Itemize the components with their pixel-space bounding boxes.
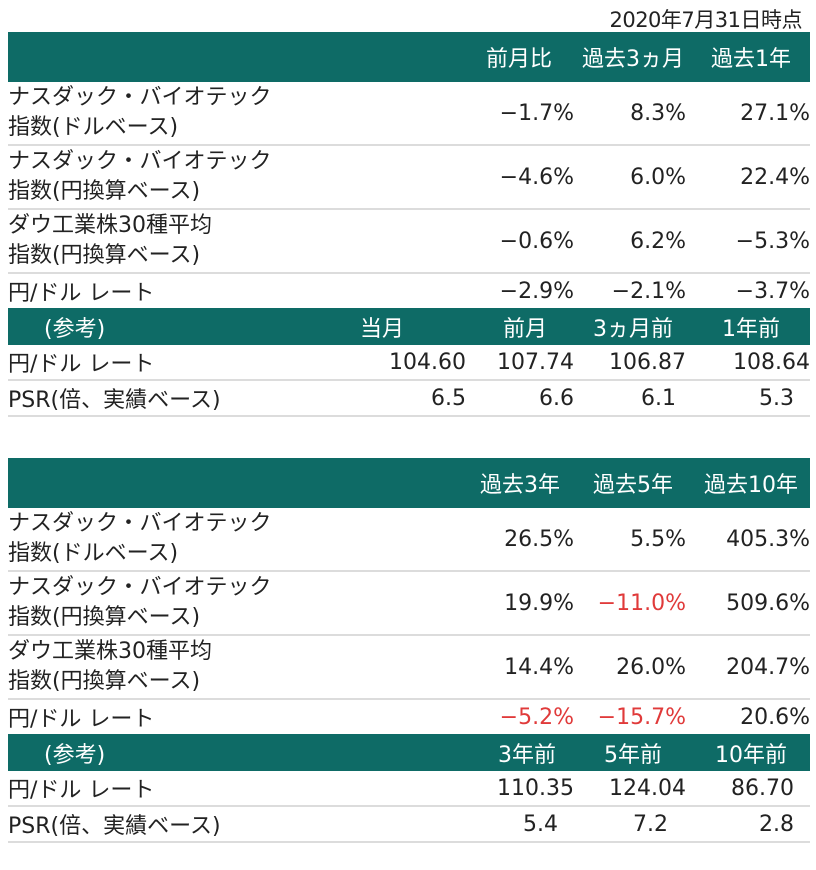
table-row: ナスダック・バイオテック 指数(ドルベース) −1.7% 8.3% 27.1% bbox=[8, 82, 810, 146]
value-cell-pair: 6.5 6.6 bbox=[338, 380, 574, 417]
value-cell: −1.7% bbox=[338, 82, 574, 146]
value-cell: 509.6% bbox=[692, 571, 810, 636]
header-5-years-ago: 5年前 bbox=[604, 742, 662, 768]
value-cell: 26.5% bbox=[338, 508, 574, 572]
row-label: 円/ドル レート bbox=[8, 281, 155, 306]
reference-header-row: (参考) 当月 前月 3ヵ月前 1年前 bbox=[8, 308, 810, 345]
value-cell: 27.1% bbox=[692, 82, 810, 146]
value-cell: 5.3 bbox=[692, 380, 810, 417]
row-label: ナスダック・バイオテック 指数(ドルベース) bbox=[8, 508, 338, 572]
value-cell: 5.5% bbox=[574, 508, 692, 572]
value-cell: 204.7% bbox=[692, 635, 810, 700]
row-label: ダウ工業株30種平均 指数(円換算ベース) bbox=[8, 635, 338, 700]
performance-table-short-term: 前月比 過去3ヵ月 過去1年 ナスダック・バイオテック 指数(ドルベース) −1.… bbox=[8, 32, 810, 417]
header-3-months-ago: 3ヵ月前 bbox=[593, 316, 673, 342]
row-label: PSR(倍、実績ベース) bbox=[8, 380, 338, 417]
table-row: ダウ工業株30種平均 指数(円換算ベース) −0.6% 6.2% −5.3% bbox=[8, 209, 810, 274]
value-cell: 6.2% bbox=[574, 209, 692, 274]
value-cell: 106.87 bbox=[574, 345, 692, 381]
value-cell: 19.9% bbox=[338, 571, 574, 636]
header-10-years-ago: 10年前 bbox=[715, 742, 787, 768]
value-cell: 14.4% bbox=[338, 635, 574, 700]
header-3-years-ago: 3年前 bbox=[498, 742, 556, 768]
reference-label: (参考) bbox=[44, 742, 106, 768]
reference-label: (参考) bbox=[44, 316, 106, 342]
table-row: 円/ドル レート 104.60 107.74 106.87 108.64 bbox=[8, 345, 810, 381]
row-label: 円/ドル レート bbox=[8, 771, 338, 807]
table-row: ナスダック・バイオテック 指数(ドルベース) 26.5% 5.5% 405.3% bbox=[8, 508, 810, 572]
header-past-10-years: 過去10年 bbox=[704, 473, 798, 498]
value-cell: 20.6% bbox=[740, 704, 810, 730]
row-label: 円/ドル レート bbox=[8, 345, 338, 381]
header-month-change: 前月比 bbox=[485, 47, 552, 72]
value-cell-negative: −11.0% bbox=[574, 571, 692, 636]
header-past-1-year: 過去1年 bbox=[711, 47, 791, 72]
value-cell: 86.70 bbox=[692, 771, 810, 807]
value-cell: 7.2 bbox=[574, 806, 692, 843]
table-header-row: 前月比 過去3ヵ月 過去1年 bbox=[8, 32, 810, 82]
value-cell: 110.35 bbox=[338, 771, 574, 807]
performance-table-long-term: 過去3年 過去5年 過去10年 ナスダック・バイオテック 指数(ドルベース) 26… bbox=[8, 458, 810, 843]
table-header-row: 過去3年 過去5年 過去10年 bbox=[8, 458, 810, 508]
header-past-3-months: 過去3ヵ月 bbox=[582, 47, 684, 72]
value-cell: 2.8 bbox=[692, 806, 810, 843]
header-blank bbox=[8, 32, 338, 82]
value-cell: 26.0% bbox=[574, 635, 692, 700]
value-cell-pair: 104.60 107.74 bbox=[338, 345, 574, 381]
header-current-month: 当月 前月 bbox=[360, 316, 547, 342]
row-label: ナスダック・バイオテック 指数(円換算ベース) bbox=[8, 571, 338, 636]
value-cell: −2.1% bbox=[611, 278, 686, 304]
value-cell: 8.3% bbox=[574, 82, 692, 146]
value-cell: −4.6% bbox=[338, 145, 574, 210]
row-label: ダウ工業株30種平均 指数(円換算ベース) bbox=[8, 209, 338, 274]
value-cell: 124.04 bbox=[574, 771, 692, 807]
value-cell: 6.0% bbox=[574, 145, 692, 210]
table-row: 円/ドル レート −2.9% −2.1% −3.7% bbox=[8, 273, 810, 308]
reference-header-row: (参考) 3年前 5年前 10年前 bbox=[8, 734, 810, 771]
value-cell: −5.3% bbox=[692, 209, 810, 274]
table-row: PSR(倍、実績ベース) 6.5 6.6 6.1 5.3 bbox=[8, 380, 810, 417]
value-cell: 22.4% bbox=[692, 145, 810, 210]
header-blank bbox=[8, 458, 338, 508]
table-row: PSR(倍、実績ベース) 5.4 7.2 2.8 bbox=[8, 806, 810, 843]
as-of-date: 2020年7月31日時点 bbox=[609, 8, 802, 32]
value-cell: −3.7% bbox=[735, 278, 810, 304]
value-cell: 6.1 bbox=[574, 380, 692, 417]
row-label: ナスダック・バイオテック 指数(円換算ベース) bbox=[8, 145, 338, 210]
row-label: ナスダック・バイオテック 指数(ドルベース) bbox=[8, 82, 338, 146]
value-cell: 405.3% bbox=[692, 508, 810, 572]
row-label: PSR(倍、実績ベース) bbox=[8, 806, 338, 843]
table-row: 円/ドル レート 110.35 124.04 86.70 bbox=[8, 771, 810, 807]
table-row: ダウ工業株30種平均 指数(円換算ベース) 14.4% 26.0% 204.7% bbox=[8, 635, 810, 700]
value-cell: 108.64 bbox=[692, 345, 810, 381]
table-row: 円/ドル レート −5.2% −15.7% 20.6% bbox=[8, 699, 810, 734]
value-cell: 5.4 bbox=[338, 806, 574, 843]
header-past-3-years: 過去3年 bbox=[480, 473, 560, 498]
table-row: ナスダック・バイオテック 指数(円換算ベース) 19.9% −11.0% 509.… bbox=[8, 571, 810, 636]
header-past-5-years: 過去5年 bbox=[593, 473, 673, 498]
header-1-year-ago: 1年前 bbox=[722, 316, 780, 342]
value-cell: −0.6% bbox=[338, 209, 574, 274]
value-cell-negative: −15.7% bbox=[597, 704, 686, 730]
value-cell: −2.9% bbox=[499, 278, 574, 304]
value-cell-negative: −5.2% bbox=[499, 704, 574, 730]
row-label: 円/ドル レート bbox=[8, 707, 155, 732]
table-row: ナスダック・バイオテック 指数(円換算ベース) −4.6% 6.0% 22.4% bbox=[8, 145, 810, 210]
